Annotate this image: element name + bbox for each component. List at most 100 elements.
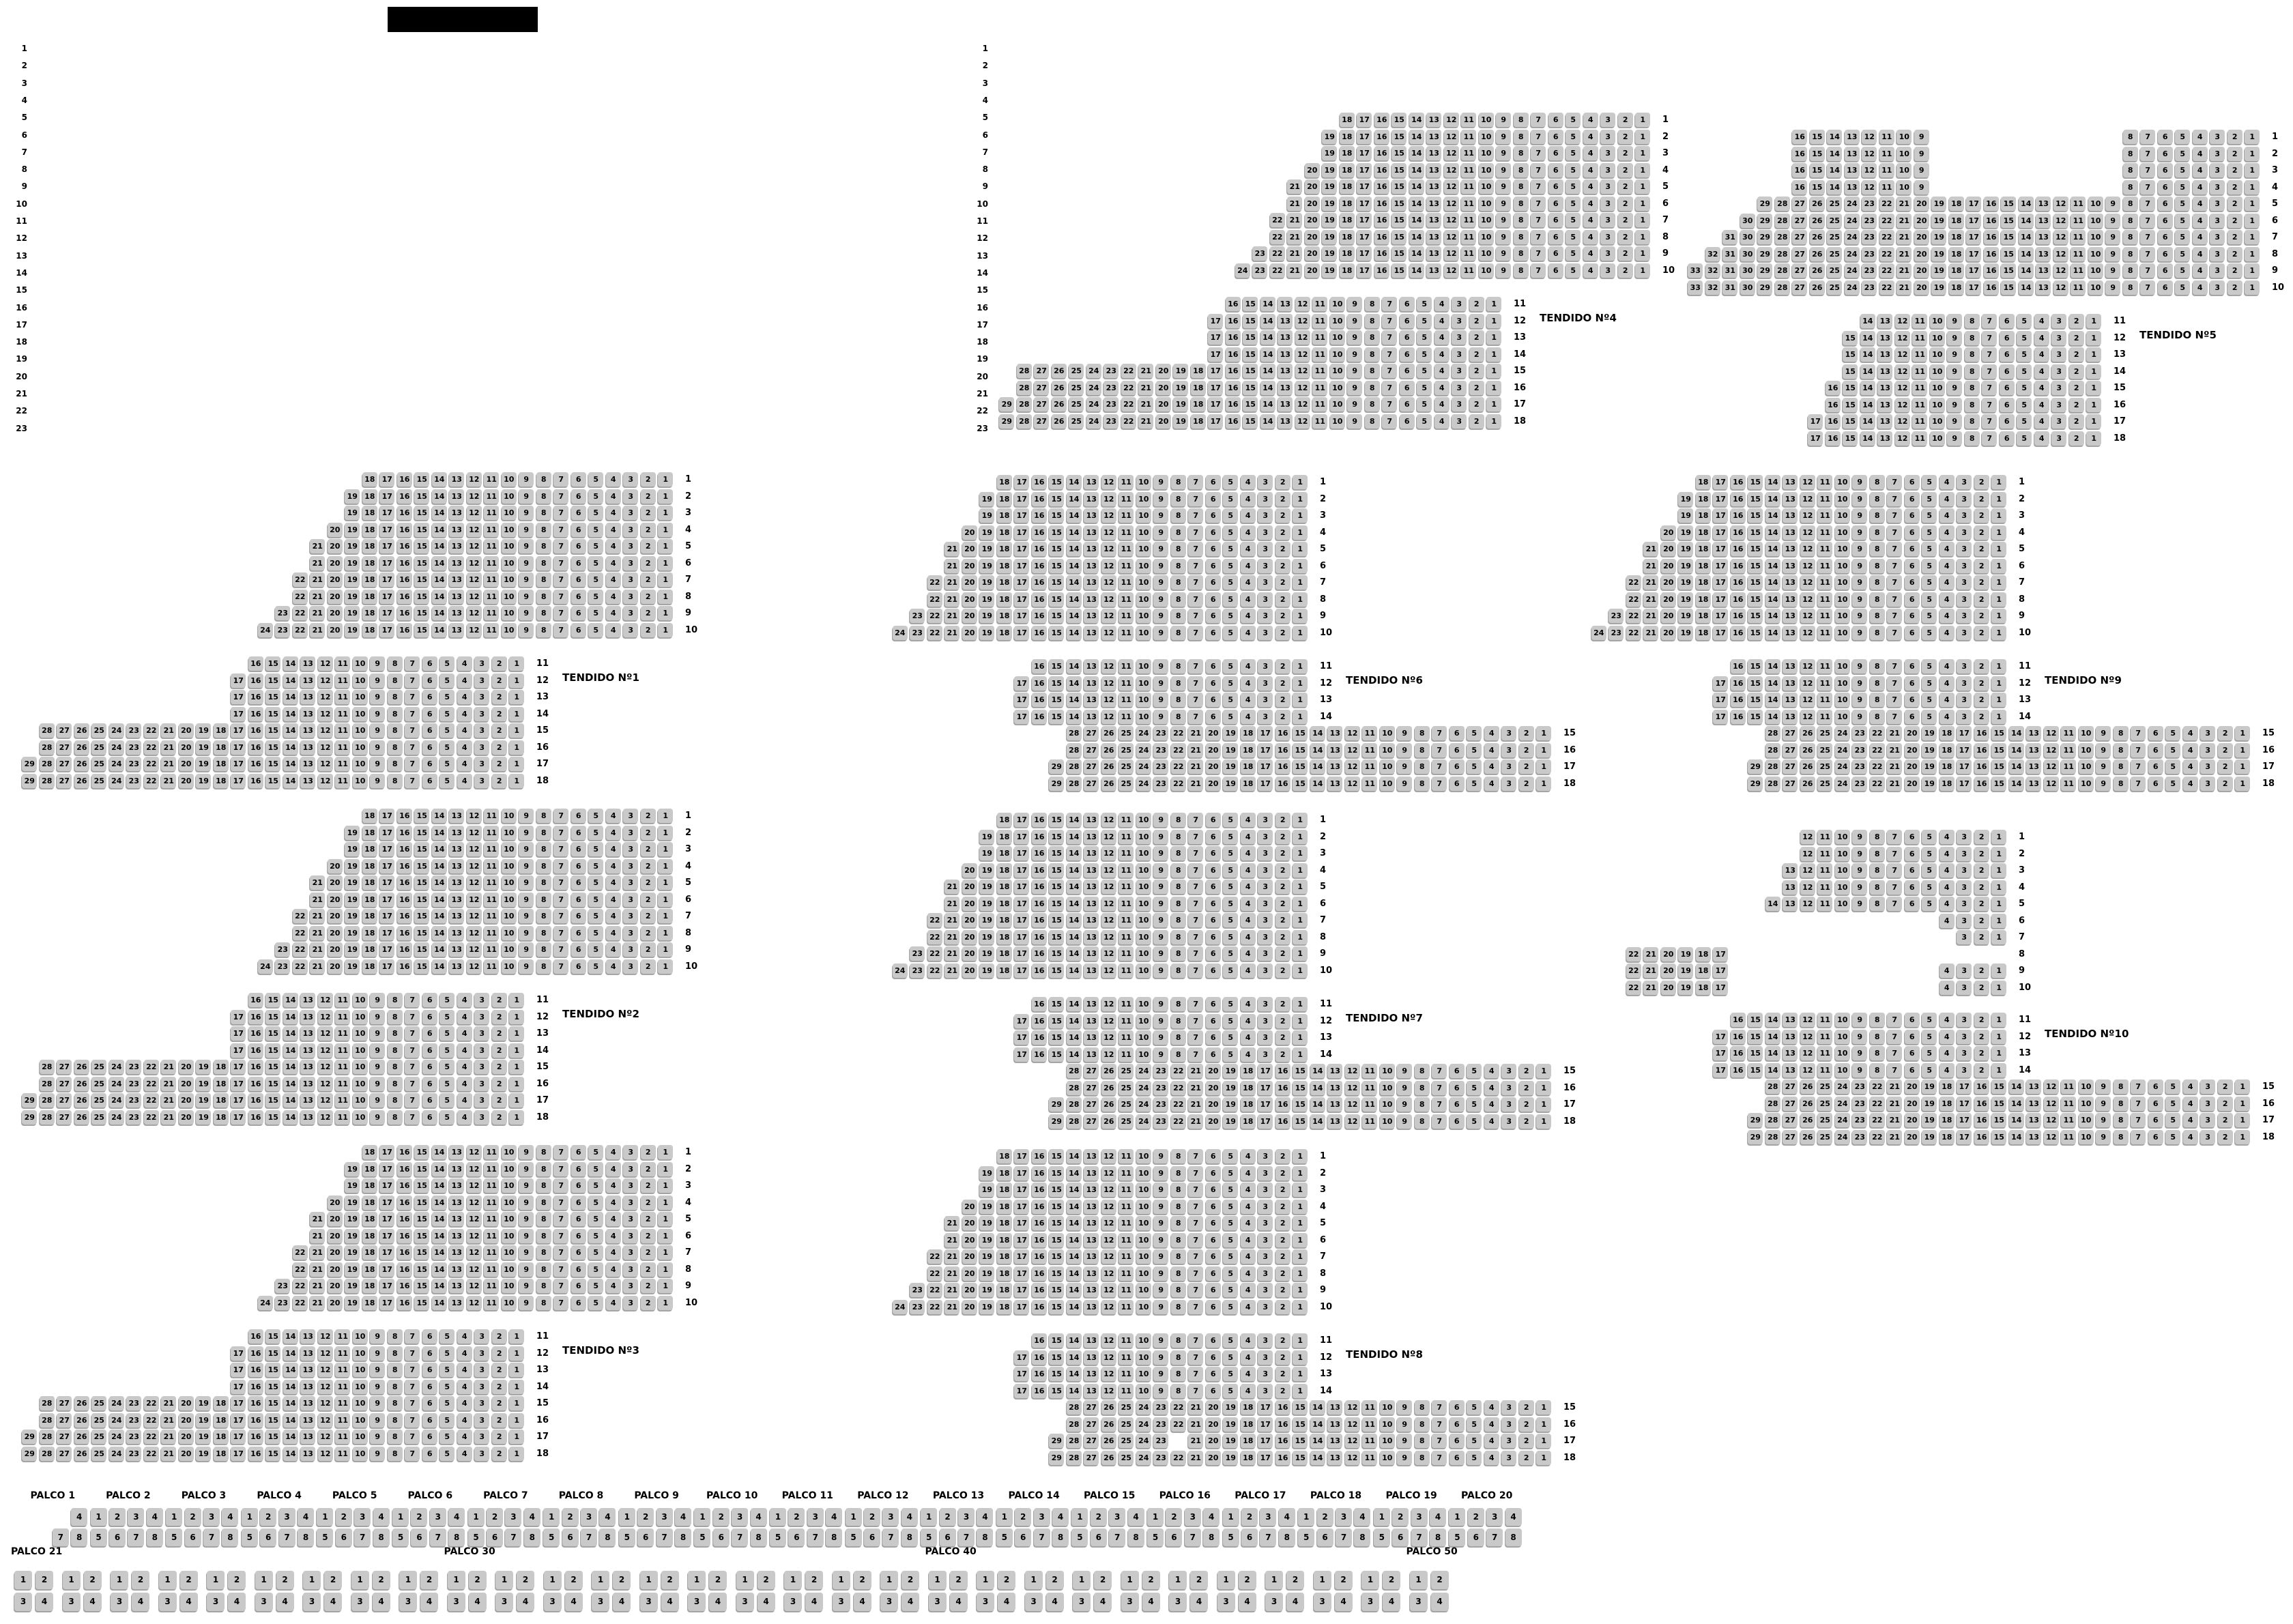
seat[interactable]: 21 [944,542,960,556]
seat[interactable]: 1 [509,1412,525,1427]
seat[interactable]: 5 [1223,609,1239,623]
seat[interactable]: 13 [1084,475,1099,489]
seat[interactable]: 14 [283,1363,298,1377]
seat[interactable]: 16 [1031,1165,1047,1180]
seat[interactable]: 3 [474,1076,490,1091]
seat[interactable]: 6 [1205,542,1221,556]
seat[interactable]: 10 [1834,880,1850,895]
seat[interactable]: 27 [1034,364,1050,378]
seat[interactable]: 1 [1991,659,2007,673]
seat[interactable]: 15 [1391,129,1407,144]
seat[interactable]: 18 [1695,508,1711,523]
seat[interactable]: 20 [1304,263,1320,278]
seat[interactable]: 20 [962,963,977,978]
seat[interactable]: 9 [1153,1249,1169,1264]
seat[interactable]: 11 [1119,558,1134,573]
seat[interactable]: 14 [431,959,447,974]
seat[interactable]: 9 [519,1178,534,1193]
seat[interactable]: 17 [231,757,246,771]
seat[interactable]: 22 [1869,1113,1885,1127]
seat[interactable]: 20 [1914,197,1929,211]
seat[interactable]: 27 [1084,726,1099,740]
seat[interactable]: 10 [1834,508,1850,523]
seat[interactable]: 21 [1287,246,1303,261]
seat[interactable]: 3 [2210,263,2225,278]
seat[interactable]: 20 [1205,1417,1221,1432]
seat[interactable]: 10 [1136,1030,1151,1045]
seat[interactable]: 2 [1430,1571,1449,1589]
seat[interactable]: 6 [1399,347,1415,362]
seat[interactable]: 18 [996,575,1012,590]
seat[interactable]: 18 [996,896,1012,911]
seat[interactable]: 9 [1153,880,1169,894]
seat[interactable]: 15 [1991,742,2007,757]
seat[interactable]: 17 [1208,347,1224,362]
seat[interactable]: 3 [474,706,490,721]
seat[interactable]: 15 [1293,1064,1308,1078]
seat[interactable]: 13 [300,706,316,721]
seat[interactable]: 15 [1843,364,1858,379]
seat[interactable]: 9 [2096,726,2111,740]
seat[interactable]: 17 [1258,1097,1273,1112]
seat[interactable]: 13 [1084,709,1099,724]
seat[interactable]: 8 [1170,1216,1186,1230]
seat[interactable]: 5 [439,1430,455,1444]
seat[interactable]: 22 [927,929,942,944]
seat[interactable]: 11 [484,606,500,620]
seat[interactable]: 9 [1153,508,1169,523]
seat[interactable]: 7 [2140,179,2156,194]
seat[interactable]: 13 [300,773,316,788]
seat[interactable]: 7 [732,1528,749,1546]
seat[interactable]: 5 [1417,414,1432,429]
seat[interactable]: 14 [1310,1450,1325,1465]
seat[interactable]: 1 [658,606,674,620]
seat[interactable]: 14 [431,1161,447,1176]
seat[interactable]: 5 [1417,347,1432,362]
seat[interactable]: 2 [1275,1266,1290,1281]
seat[interactable]: 12 [1101,709,1116,724]
seat[interactable]: 23 [1153,1064,1169,1078]
seat[interactable]: 16 [1031,913,1047,927]
seat[interactable]: 13 [1426,263,1442,278]
seat[interactable]: 12 [1800,542,1815,556]
seat[interactable]: 1 [509,1379,525,1394]
seat[interactable]: 7 [405,1430,420,1444]
seat[interactable]: 3 [1957,930,1972,944]
seat[interactable]: 1 [1293,1165,1308,1180]
seat[interactable]: 10 [501,858,517,873]
seat[interactable]: 10 [501,925,517,940]
seat[interactable]: 14 [1860,397,1875,412]
seat[interactable]: 24 [1235,263,1250,278]
seat[interactable]: 10 [1329,397,1345,411]
seat[interactable]: 9 [1347,330,1363,345]
seat[interactable]: 2 [1518,759,1534,774]
seat[interactable]: 26 [1800,742,1815,757]
seat[interactable]: 9 [519,809,534,823]
seat[interactable]: 4 [1430,1508,1446,1526]
seat[interactable]: 1 [509,1346,525,1361]
seat[interactable]: 8 [1170,609,1186,623]
seat[interactable]: 9 [1153,1299,1169,1314]
seat[interactable]: 12 [1894,364,1910,379]
seat[interactable]: 2 [228,1571,246,1589]
seat[interactable]: 7 [1188,659,1204,673]
seat[interactable]: 16 [1275,1064,1290,1078]
seat[interactable]: 7 [1188,1333,1204,1348]
seat[interactable]: 8 [1414,1434,1430,1448]
seat[interactable]: 10 [1136,846,1151,860]
seat[interactable]: 6 [1205,946,1221,961]
seat[interactable]: 16 [1374,179,1389,194]
seat[interactable]: 15 [414,858,430,873]
seat[interactable]: 14 [1765,1013,1780,1027]
seat[interactable]: 7 [1887,1046,1903,1060]
seat[interactable]: 12 [1443,146,1459,160]
seat[interactable]: 1 [447,1571,465,1589]
seat[interactable]: 15 [265,1093,281,1107]
seat[interactable]: 3 [1501,1417,1517,1432]
seat[interactable]: 21 [1188,1434,1204,1448]
seat[interactable]: 10 [1478,129,1494,144]
seat[interactable]: 7 [2131,759,2146,774]
seat[interactable]: 4 [998,1593,1015,1611]
seat[interactable]: 8 [373,1528,390,1546]
seat[interactable]: 17 [1014,1183,1030,1197]
